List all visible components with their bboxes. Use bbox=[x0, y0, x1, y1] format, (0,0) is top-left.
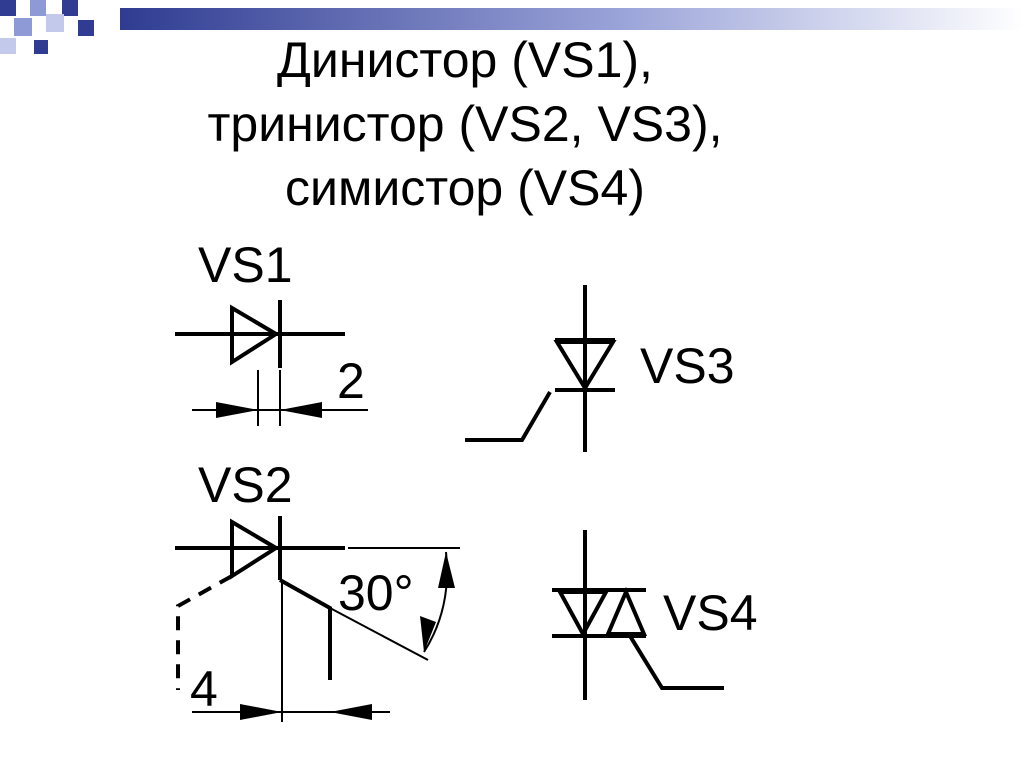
vs2-gate-lead bbox=[279, 578, 332, 680]
vs2-dim-arrow-right bbox=[330, 704, 372, 720]
vs4-symbol bbox=[552, 530, 724, 700]
title-line-2: тринистор (VS2, VS3), bbox=[207, 96, 723, 152]
vs1-label: VS1 bbox=[198, 237, 293, 293]
slide-corner-decoration bbox=[0, 0, 1024, 54]
vs1-triangle bbox=[230, 304, 280, 366]
vs3-gate-lead bbox=[465, 390, 552, 442]
vs1-dim-arrow-right bbox=[280, 402, 322, 418]
vs2-angle-slope-line bbox=[329, 607, 429, 661]
vs3-symbol bbox=[465, 285, 617, 452]
vs1-dim-arrow-left bbox=[216, 402, 258, 418]
vs2-angle-arrow-top bbox=[438, 552, 455, 588]
page-title: Динистор (VS1), тринистор (VS2, VS3), си… bbox=[0, 28, 930, 220]
title-line-1: Динистор (VS1), bbox=[277, 32, 653, 88]
vs3-triangle bbox=[553, 340, 617, 392]
vs2-gate-lead-alt-dashed bbox=[176, 574, 233, 690]
vs2-angle-label: 30° bbox=[338, 565, 414, 621]
vs3-label: VS3 bbox=[640, 338, 735, 394]
vs4-gate-lead bbox=[628, 634, 724, 690]
vs2-label: VS2 bbox=[198, 457, 293, 513]
vs1-symbol bbox=[175, 300, 368, 426]
vs4-triangle-down bbox=[556, 590, 610, 639]
vs4-label: VS4 bbox=[663, 585, 758, 641]
vs4-triangle-up bbox=[604, 586, 648, 636]
vs2-triangle bbox=[230, 518, 280, 580]
vs2-angle-arrow-bottom bbox=[420, 616, 436, 652]
title-line-3: симистор (VS4) bbox=[285, 160, 645, 216]
vs2-symbol bbox=[175, 516, 460, 722]
vs2-dim-arrow-left bbox=[240, 704, 282, 720]
vs2-dimension-label: 4 bbox=[190, 661, 218, 717]
vs1-dimension-label: 2 bbox=[337, 353, 365, 409]
